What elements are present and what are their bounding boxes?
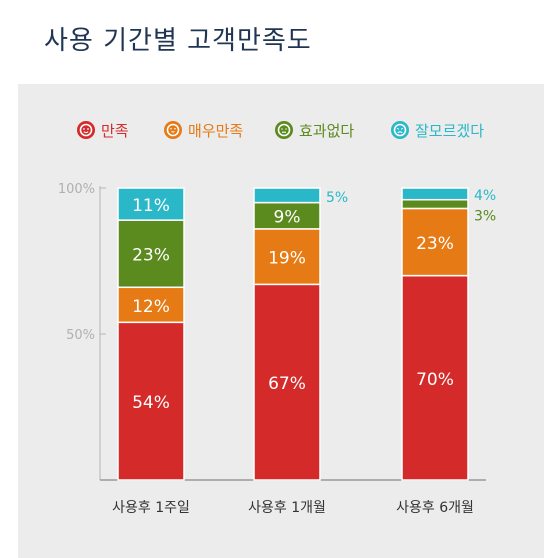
data-label: 4%: [474, 188, 496, 204]
data-label: 3%: [474, 208, 496, 224]
x-tick-label: 사용후 1개월: [248, 500, 326, 516]
legend-label: 잘모르겠다: [415, 121, 485, 140]
confused-face-icon: [391, 121, 409, 139]
data-label: 67%: [268, 374, 306, 394]
legend-item-hyogwa-eopda: 효과없다: [274, 119, 354, 141]
y-tick-label: 100%: [58, 182, 95, 197]
data-label: 70%: [416, 370, 454, 390]
smile-face-icon: [77, 121, 95, 139]
legend-item-jal-moreugetda: 잘모르겠다: [390, 119, 484, 141]
happy-face-icon: [164, 121, 182, 139]
legend-label: 효과없다: [299, 121, 355, 140]
bar-segment: [401, 198, 469, 210]
data-label: 12%: [132, 297, 170, 317]
data-label: 9%: [274, 208, 301, 228]
bar-segment: [253, 283, 321, 481]
bar-segment: [117, 187, 185, 221]
legend-label: 매우만족: [188, 121, 244, 140]
bar-segment: [117, 219, 185, 289]
neutral-face-icon: [275, 121, 293, 139]
legend-item-maeu-manjok: 매우만족: [163, 119, 243, 141]
legend-label: 만족: [101, 121, 129, 140]
legend-item-manjok: 만족: [76, 119, 129, 141]
bar-segment: [117, 286, 185, 324]
y-tick-label: 50%: [66, 328, 95, 343]
data-label: 19%: [268, 249, 306, 269]
bar-segment: [253, 187, 321, 204]
data-label: 11%: [132, 196, 170, 216]
data-label: 23%: [132, 246, 170, 266]
bar-segment: [401, 187, 469, 201]
x-tick-label: 사용후 1주일: [112, 500, 190, 516]
x-tick-label: 사용후 6개월: [396, 500, 474, 516]
bar-segment: [117, 321, 185, 481]
page-title: 사용 기간별 고객만족도: [44, 26, 312, 56]
data-label: 5%: [326, 190, 348, 206]
data-label: 54%: [132, 393, 170, 413]
bar-segment: [401, 207, 469, 277]
data-label: 23%: [416, 234, 454, 254]
